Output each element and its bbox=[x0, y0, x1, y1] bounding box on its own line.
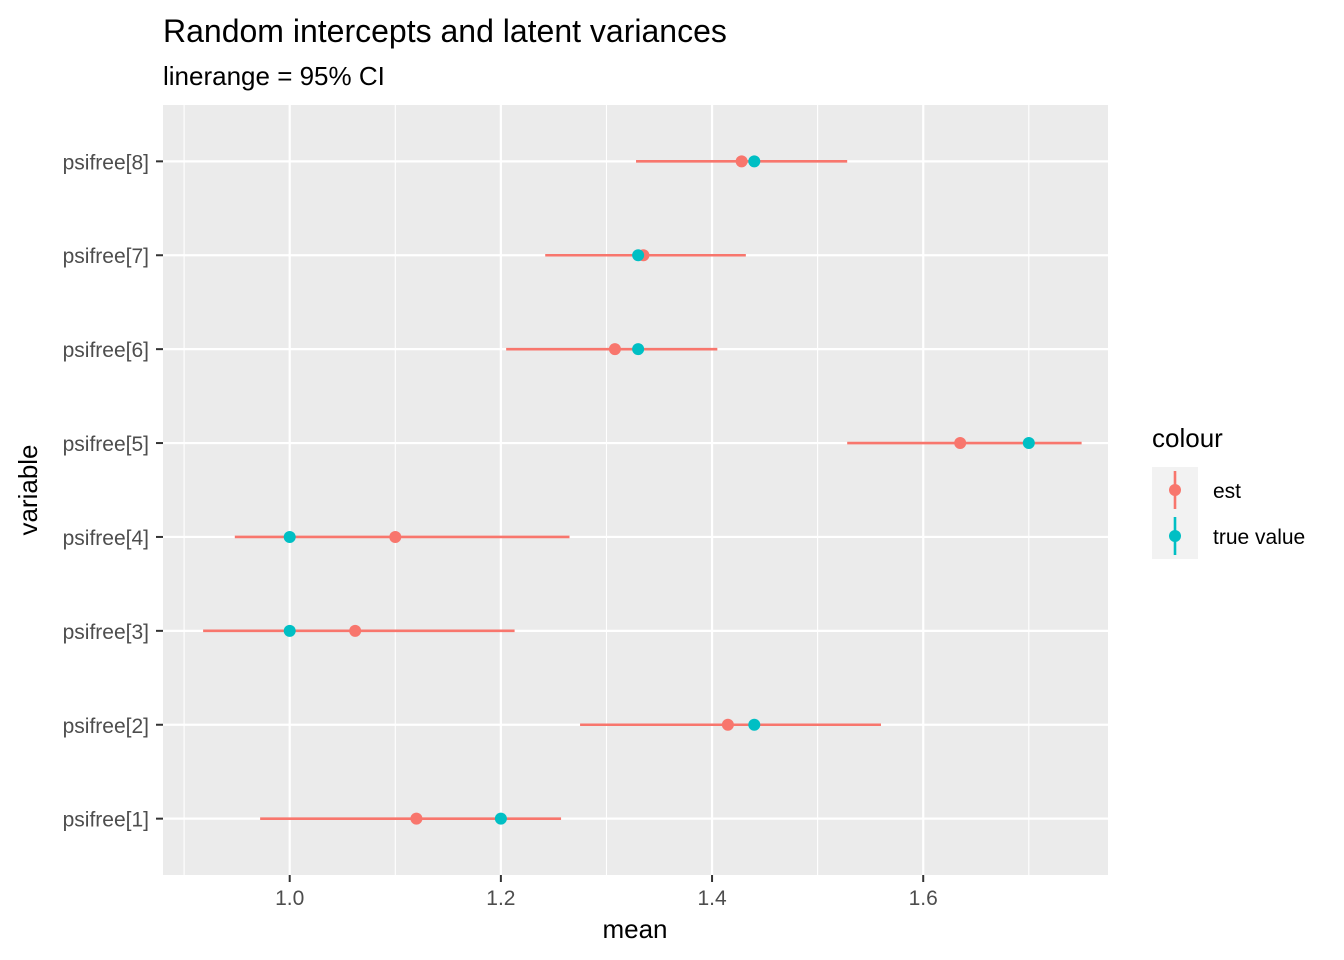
legend-title: colour bbox=[1152, 423, 1223, 453]
true-value-point bbox=[1022, 437, 1035, 450]
legend-label: true value bbox=[1213, 526, 1305, 549]
x-axis-title: mean bbox=[602, 914, 667, 944]
data-marks bbox=[203, 155, 1082, 825]
x-tick-label: 1.6 bbox=[909, 887, 938, 910]
legend-key-point bbox=[1169, 484, 1181, 496]
true-value-point bbox=[632, 343, 645, 356]
x-tick-label: 1.2 bbox=[486, 887, 515, 910]
true-value-point bbox=[283, 530, 296, 543]
y-tick-label: psifree[5] bbox=[63, 433, 149, 456]
est-point bbox=[735, 155, 748, 168]
est-point bbox=[410, 812, 423, 825]
y-tick-label: psifree[3] bbox=[63, 621, 149, 644]
x-tick-label: 1.4 bbox=[697, 887, 727, 910]
axes: 1.0 1.2 1.4 1.6 psifree[1] psifree[2] psifree[… bbox=[63, 151, 938, 910]
true-value-point bbox=[748, 718, 761, 731]
y-tick-label: psifree[7] bbox=[63, 245, 149, 268]
legend-label: est bbox=[1213, 480, 1241, 503]
est-point bbox=[721, 718, 734, 731]
x-tick-label: 1.0 bbox=[275, 887, 304, 910]
plot-panel bbox=[163, 105, 1108, 875]
y-tick-label: psifree[1] bbox=[63, 809, 149, 832]
legend-key-point bbox=[1169, 530, 1181, 542]
legend: colour est true value bbox=[1152, 423, 1305, 559]
y-axis-title: variable bbox=[13, 444, 43, 535]
y-tick-label: psifree[2] bbox=[63, 715, 149, 738]
est-point bbox=[608, 343, 621, 356]
y-tick-label: psifree[6] bbox=[63, 339, 149, 362]
chart-title: Random intercepts and latent variances bbox=[163, 13, 727, 49]
y-tick-label: psifree[4] bbox=[63, 527, 149, 550]
est-point bbox=[389, 530, 402, 543]
y-tick-label: psifree[8] bbox=[63, 151, 149, 174]
true-value-point bbox=[494, 812, 507, 825]
est-point bbox=[349, 624, 362, 637]
est-point bbox=[954, 437, 967, 450]
true-value-point bbox=[632, 249, 645, 262]
true-value-point bbox=[748, 155, 761, 168]
true-value-point bbox=[283, 624, 296, 637]
chart-subtitle: linerange = 95% CI bbox=[163, 61, 385, 91]
